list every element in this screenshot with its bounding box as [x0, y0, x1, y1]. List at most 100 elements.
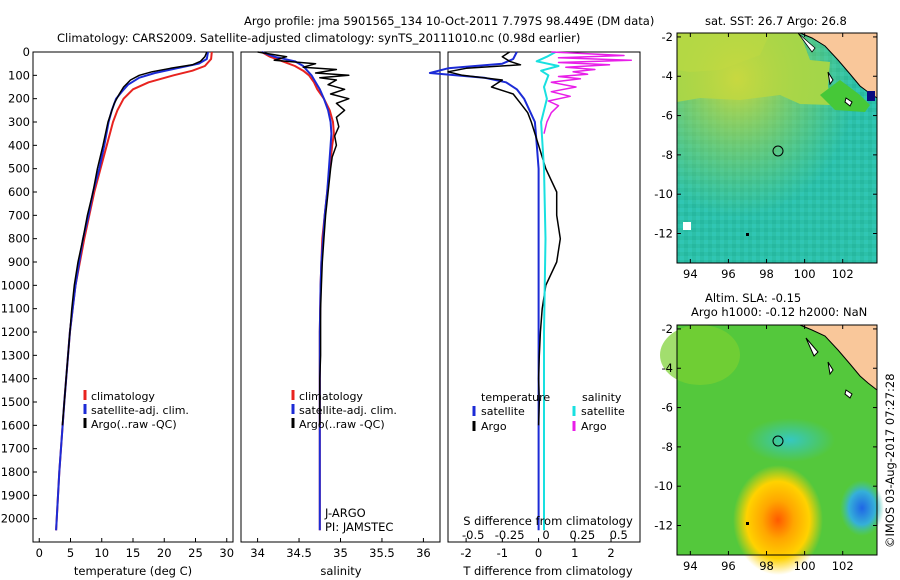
- legend-label: satellite-adj. clim.: [299, 404, 397, 417]
- difference-panel: -2 -1 0 1 2 -0.5 -0.25 0 0.25 0.5 S difference fr…: [428, 51, 641, 578]
- island-north: [797, 32, 816, 53]
- credit-text: ©IMOS 03-Aug-2017 07:27:28: [883, 373, 897, 548]
- map-y-label: -10: [654, 479, 673, 493]
- map-x-label: 94: [683, 559, 698, 573]
- s-difference-label: S difference from climatology: [463, 514, 633, 528]
- map-y-label: -8: [662, 440, 673, 454]
- map-x-label: 100: [794, 267, 816, 281]
- map-x-label: 96: [721, 267, 736, 281]
- temperature-ticks: 0 5 10 15 20 25 30: [36, 538, 234, 560]
- map-y-label: -12: [654, 227, 673, 241]
- series-line-s-argo: [543, 51, 633, 134]
- x-tick-label: 10: [94, 546, 109, 560]
- y-tick-label: 2000: [1, 512, 30, 526]
- float-pi-label: PI: JAMSTEC: [325, 520, 393, 534]
- x-tick-label: 0: [535, 546, 542, 560]
- series-line-t-argo: [447, 51, 562, 426]
- y-tick-label: 1000: [1, 278, 30, 292]
- legend-label: climatology: [299, 390, 363, 403]
- salinity-ticks: 34 34.5 35 35.5 36: [250, 538, 431, 560]
- y-tick-label: 1700: [1, 442, 30, 456]
- y-tick-label: 1800: [1, 465, 30, 479]
- temperature-x-label: temperature (deg C): [74, 564, 192, 578]
- argo-position-marker-2: [772, 435, 784, 447]
- map-y-label: -4: [662, 361, 673, 375]
- map-y-label: -2: [662, 30, 673, 44]
- y-tick-label: 300: [8, 115, 30, 129]
- series-line-s-satellite: [535, 51, 560, 531]
- salinity-panel: 34 34.5 35 35.5 36 salinity climatologysatel…: [240, 51, 441, 578]
- x-tick-label: 30: [219, 546, 234, 560]
- y-tick-label: 1400: [1, 372, 30, 386]
- map-y-label: -12: [654, 519, 673, 533]
- salinity-x-label: salinity: [320, 564, 361, 578]
- map-x-label: 94: [683, 267, 698, 281]
- legend-label: Argo(..raw -QC): [299, 418, 385, 431]
- map-y-label: -10: [654, 187, 673, 201]
- x-tick-label: 20: [157, 546, 172, 560]
- y-tick-label: 1500: [1, 395, 30, 409]
- sla-map-ticks: 94 96 98 100 102 -2 -4 -6 -8 -10 -12: [654, 322, 877, 573]
- x-tick-label: -2: [460, 546, 471, 560]
- sst-map-ticks: 94 96 98 100 102 -2 -4 -6 -8 -10 -12: [654, 30, 877, 281]
- x-tick-label: 35.5: [369, 546, 395, 560]
- temperature-lines: [55, 51, 213, 531]
- s-tick-label: -0.5: [462, 528, 484, 542]
- y-tick-label: 800: [8, 232, 30, 246]
- y-tick-label: 200: [8, 92, 30, 106]
- map-x-label: 102: [832, 267, 854, 281]
- difference-lines: [428, 51, 633, 531]
- sst-highlight: [677, 33, 877, 263]
- x-tick-label: 34: [250, 546, 265, 560]
- x-tick-label: 15: [126, 546, 141, 560]
- map-x-label: 98: [759, 559, 774, 573]
- sla-cyan-patch: [745, 418, 835, 462]
- t-difference-label: T difference from climatology: [462, 564, 633, 578]
- legend-label: Argo: [581, 420, 607, 433]
- sla-map-title-2: Argo h1000: -0.12 h2000: NaN: [691, 305, 867, 319]
- sst-map: sat. SST: 26.7 Argo: 26.8 94 96 98 100 102 -2…: [654, 14, 878, 281]
- y-tick-label: 1200: [1, 325, 30, 339]
- map-x-label: 98: [759, 267, 774, 281]
- series-line-argo-raw-qc-: [257, 51, 350, 426]
- x-tick-label: 2: [607, 546, 614, 560]
- x-tick-label: 5: [67, 546, 74, 560]
- difference-ticks: -2 -1 0 1 2 -0.5 -0.25 0 0.25 0.5: [460, 528, 627, 560]
- sla-map-title-1: Altim. SLA: -0.15: [705, 291, 801, 305]
- legend-label: climatology: [91, 390, 155, 403]
- y-tick-label: 0: [23, 45, 30, 59]
- sla-low-anomaly: [840, 480, 884, 536]
- map-x-label: 100: [794, 559, 816, 573]
- s-tick-label: 0: [542, 528, 549, 542]
- salinity-plot-frame: [240, 51, 441, 543]
- series-line-argo-raw-qc-: [61, 51, 208, 426]
- map-y-label: -8: [662, 148, 673, 162]
- y-tick-label: 1300: [1, 348, 30, 362]
- map-x-label: 102: [832, 559, 854, 573]
- float-program-label: J-ARGO: [324, 506, 366, 520]
- title-line-1: Argo profile: jma 5901565_134 10-Oct-201…: [244, 14, 654, 28]
- x-tick-label: 34.5: [286, 546, 312, 560]
- series-line-t-satellite: [428, 51, 540, 531]
- x-tick-label: 1: [571, 546, 578, 560]
- depth-ticks: 0 100 200 300 400 500 600 700 800 900 1000 1100 1200…: [1, 45, 37, 526]
- legend-label: satellite-adj. clim.: [91, 404, 189, 417]
- salinity-lines: [257, 51, 350, 531]
- sla-high-anomaly: [733, 465, 823, 575]
- temperature-panel: 0 5 10 15 20 25 30 0 100 200 300 400 500 600 700 800 90…: [1, 45, 234, 578]
- legend-label: Argo(..raw -QC): [91, 418, 177, 431]
- argo-position-marker: [772, 145, 784, 157]
- y-tick-label: 700: [8, 208, 30, 222]
- islands-2: [805, 337, 853, 399]
- y-tick-label: 1100: [1, 302, 30, 316]
- sst-map-frame: [676, 32, 878, 264]
- y-tick-label: 900: [8, 255, 30, 269]
- small-island-2: [746, 522, 749, 525]
- temperature-plot-frame: [32, 51, 234, 543]
- s-tick-label: -0.25: [495, 528, 525, 542]
- map-y-label: -2: [662, 322, 673, 336]
- small-island: [746, 233, 749, 236]
